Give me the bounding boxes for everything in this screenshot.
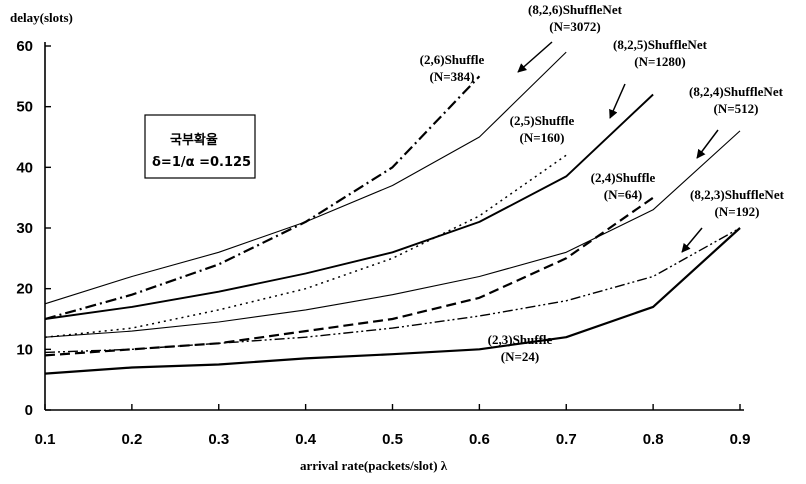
series-line-7	[44, 227, 741, 354]
series-line-8	[44, 227, 741, 375]
label-arrow	[696, 129, 719, 159]
label-arrow	[681, 227, 703, 253]
series-label-6-name: (2,4)Shuffle	[591, 170, 656, 185]
x-tick-label: 0.1	[35, 431, 56, 448]
series-label-6-size: (N=64)	[604, 187, 642, 202]
x-tick-label: 0.6	[469, 431, 490, 448]
series-label-4-size: (N=160)	[520, 130, 565, 145]
legend-box: 국부확율 δ=1/α =0.125	[144, 114, 256, 179]
legend-parameter: δ=1/α =0.125	[152, 155, 251, 170]
y-tick-label: 30	[16, 220, 33, 237]
y-tick-label: 60	[16, 38, 33, 55]
annotation-layer: (8,2,6)ShuffleNet (N=3072) (2,6)Shuffle (N=…	[420, 2, 785, 364]
series-label-8-size: (N=24)	[501, 349, 539, 364]
x-tick-label: 0.2	[121, 431, 142, 448]
x-tick-label: 0.3	[208, 431, 229, 448]
series-line-4	[44, 154, 567, 338]
series-line-6	[44, 196, 654, 357]
label-arrow	[609, 83, 626, 119]
y-tick-label: 20	[16, 281, 33, 298]
x-tick-label: 0.7	[556, 431, 577, 448]
series-label-3-size: (N=1280)	[634, 54, 685, 69]
x-tick-label: 0.9	[730, 431, 751, 448]
series-label-7-size: (N=192)	[715, 204, 760, 219]
series-line-3	[44, 93, 654, 320]
series-label-2-size: (N=384)	[430, 69, 475, 84]
y-tick-label: 50	[16, 99, 33, 116]
x-tick-label: 0.8	[643, 431, 664, 448]
series-label-8-name: (2,3)Shuffle	[488, 332, 553, 347]
axes: 0 10 20 30 40 50 60 0.1 0.2 0.3 0.4 0.5 0.6 0.7 0.8 0.9	[16, 38, 750, 448]
y-axis-title: delay(slots)	[10, 10, 73, 25]
y-tick-label: 0	[25, 402, 33, 419]
label-arrow	[517, 41, 553, 73]
series-label-1-size: (N=3072)	[549, 19, 600, 34]
x-axis-title: arrival rate(packets/slot) λ	[300, 458, 448, 473]
series-label-1-name: (8,2,6)ShuffleNet	[528, 2, 623, 17]
y-tick-label: 40	[16, 159, 33, 176]
series-line-5	[44, 130, 741, 338]
series-label-5-name: (8,2,4)ShuffleNet	[689, 84, 784, 99]
series-label-7-name: (8,2,3)ShuffleNet	[690, 187, 785, 202]
series-label-3-name: (8,2,5)ShuffleNet	[613, 37, 708, 52]
series-line-1	[44, 51, 567, 305]
series-label-2-name: (2,6)Shuffle	[420, 52, 485, 67]
series-line-2	[44, 75, 481, 321]
series-layer	[44, 51, 741, 375]
x-tick-label: 0.4	[295, 431, 317, 448]
series-label-4-name: (2,5)Shuffle	[510, 113, 575, 128]
x-tick-label: 0.5	[382, 431, 403, 448]
legend-title: 국부확율	[170, 132, 218, 148]
y-tick-label: 10	[16, 341, 33, 358]
series-label-5-size: (N=512)	[714, 101, 759, 116]
